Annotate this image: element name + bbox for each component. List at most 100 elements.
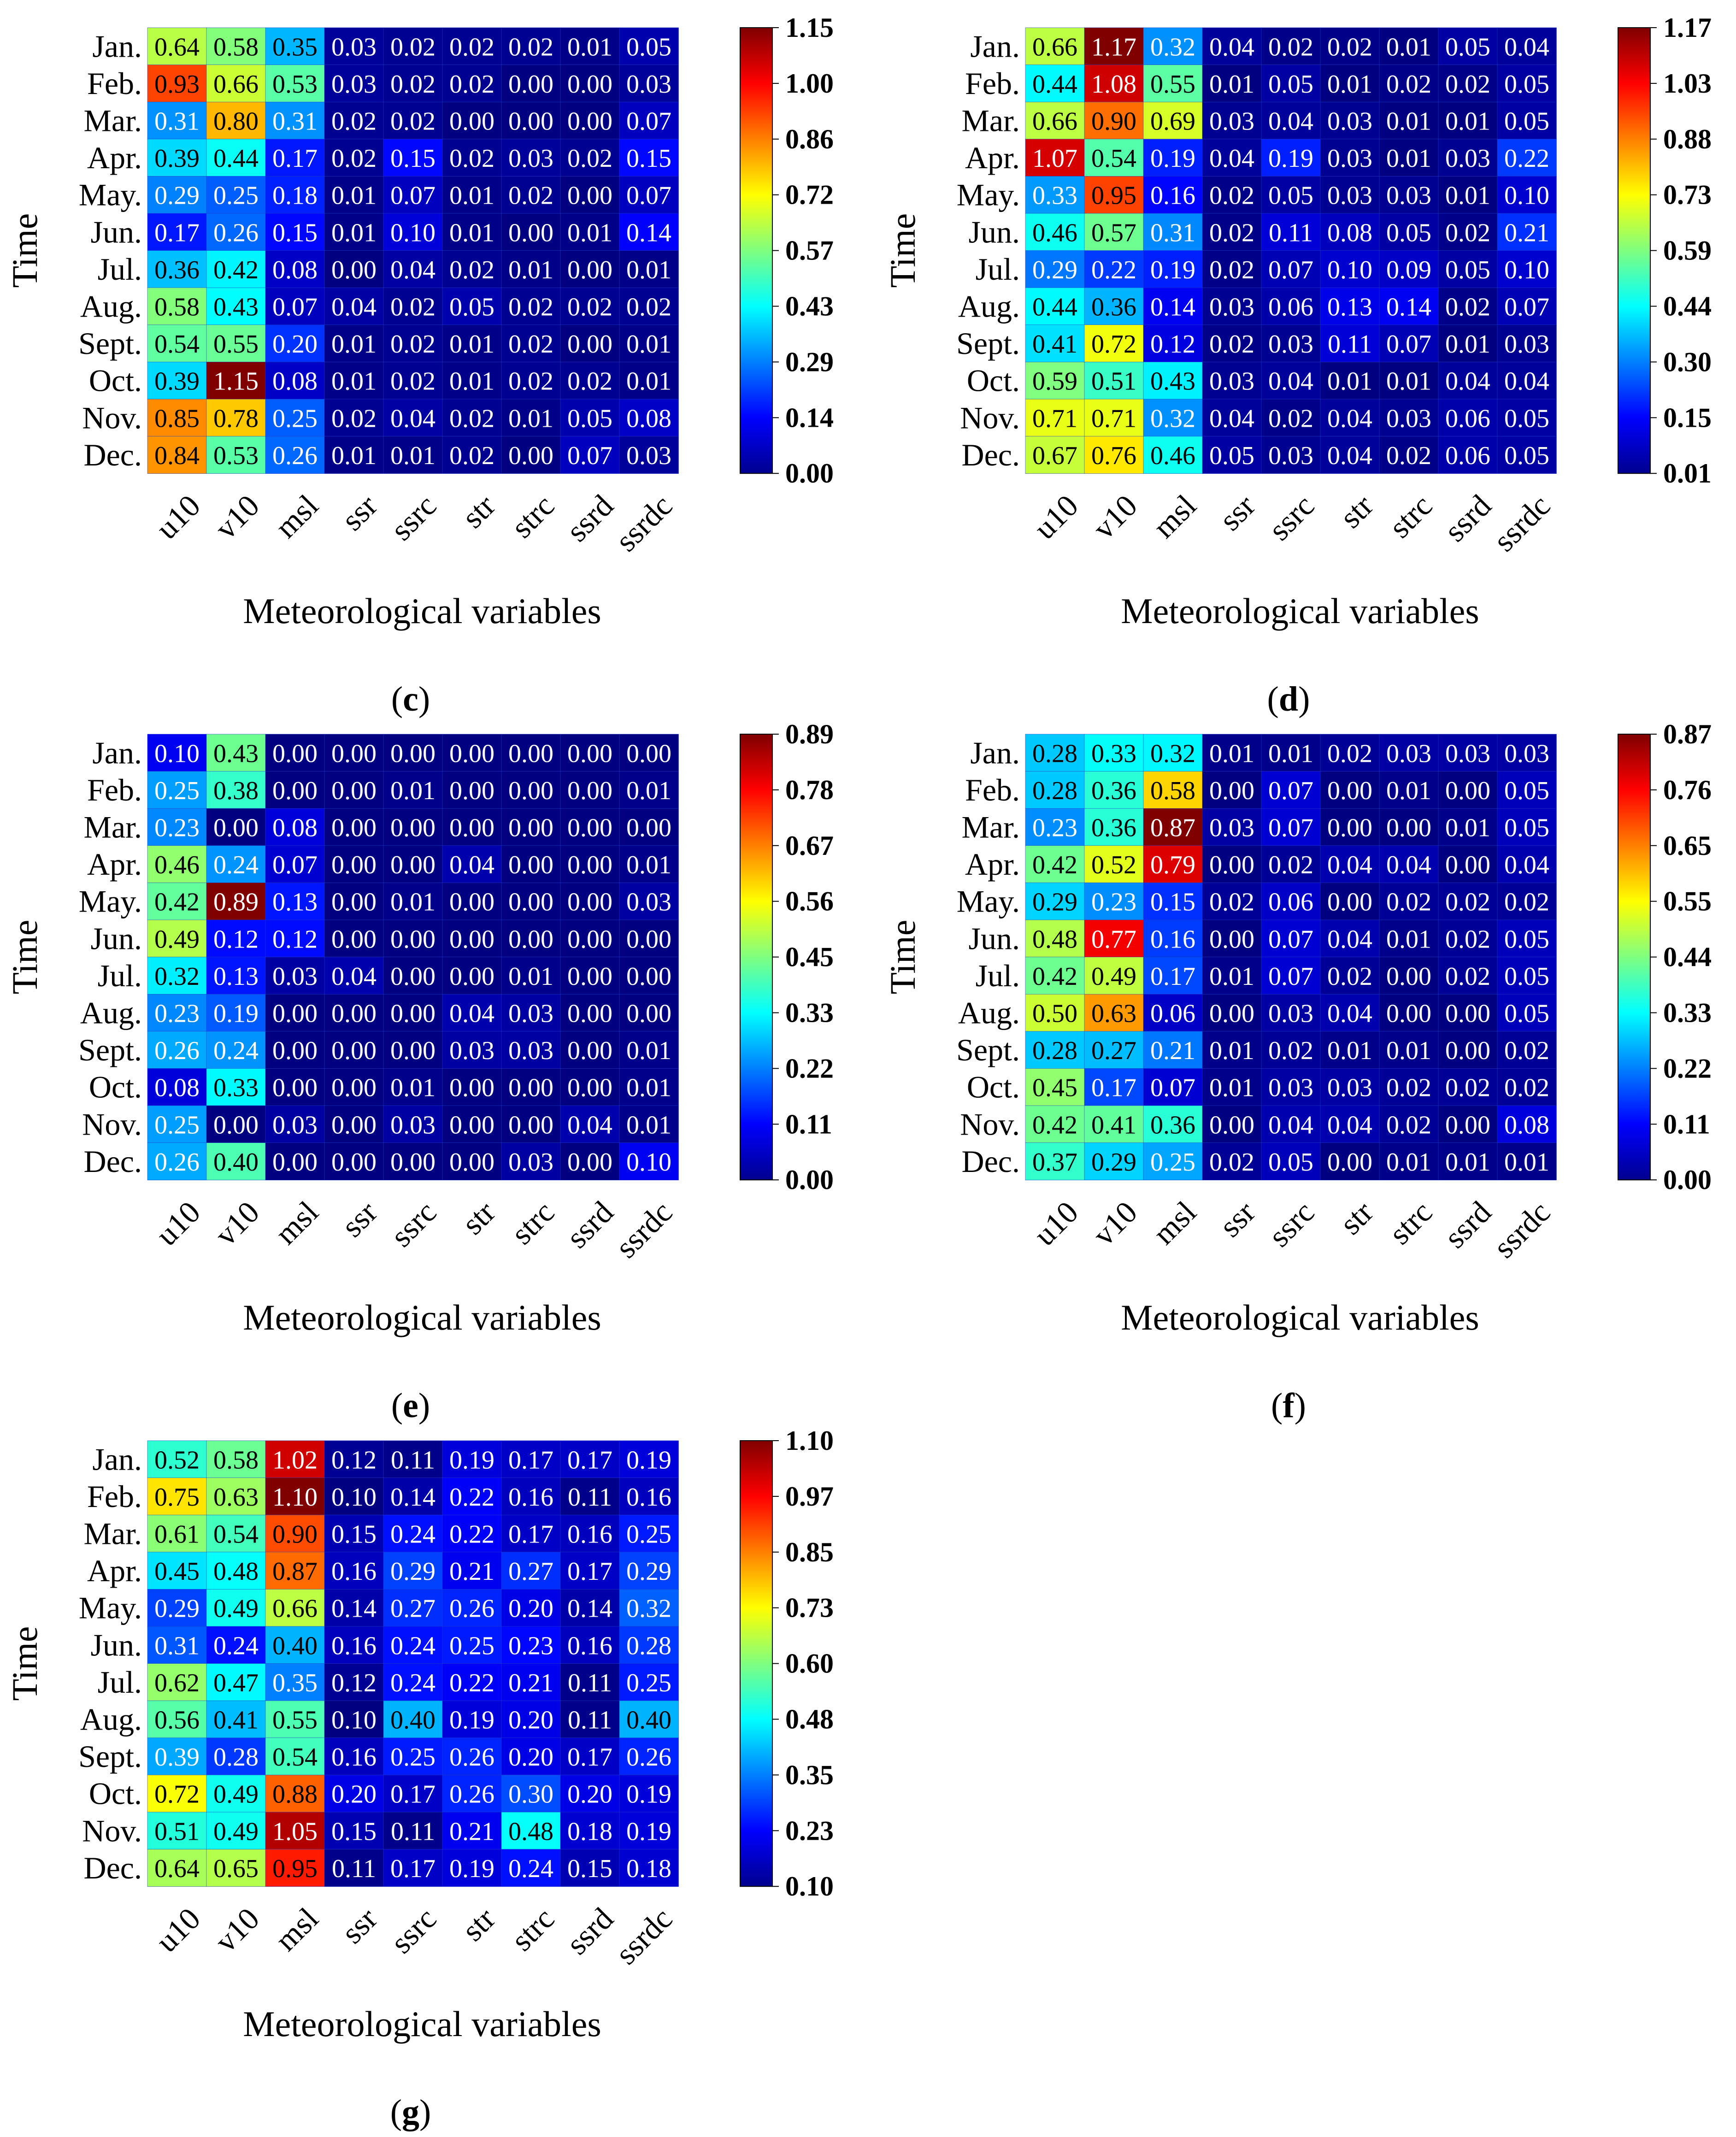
cell-value-label: 0.01 bbox=[508, 404, 553, 433]
heatmap-cell bbox=[206, 1700, 266, 1738]
cell-value-label: 0.55 bbox=[272, 1706, 318, 1735]
heatmap-cell bbox=[619, 1031, 679, 1069]
heatmap-cell bbox=[265, 1775, 325, 1813]
colorbar-tick-label: 0.48 bbox=[785, 1704, 834, 1735]
cell-value-label: 0.18 bbox=[626, 1854, 671, 1883]
colorbar-tick-label: 0.73 bbox=[785, 1593, 834, 1623]
heatmap-cell bbox=[1379, 176, 1439, 214]
heatmap-cell bbox=[324, 1812, 384, 1850]
heatmap-cell bbox=[619, 771, 679, 809]
cell-value-label: 0.14 bbox=[567, 1595, 612, 1623]
cell-value-label: 0.02 bbox=[508, 293, 553, 322]
cell-value-label: 0.10 bbox=[1327, 256, 1372, 284]
cell-value-label: 0.04 bbox=[449, 851, 494, 879]
cell-value-label: 0.00 bbox=[567, 256, 612, 284]
cell-value-label: 0.00 bbox=[508, 777, 553, 805]
heatmap-cell bbox=[147, 324, 207, 363]
cell-value-label: 0.00 bbox=[272, 1074, 318, 1102]
cell-value-label: 0.00 bbox=[1209, 1000, 1254, 1028]
cell-value-label: 0.03 bbox=[1209, 107, 1254, 136]
colorbar-tick-label: 0.56 bbox=[785, 886, 834, 917]
heatmap-cell bbox=[147, 994, 207, 1032]
heatmap-cell bbox=[619, 1737, 679, 1776]
cell-value-label: 0.25 bbox=[154, 777, 200, 805]
x-axis-title: Meteorological variables bbox=[243, 591, 601, 631]
heatmap-cell bbox=[383, 1478, 443, 1516]
heatmap-cell bbox=[265, 101, 325, 140]
cell-value-label: 1.08 bbox=[1091, 70, 1136, 99]
heatmap-cell bbox=[1025, 845, 1085, 883]
cell-value-label: 0.00 bbox=[449, 1074, 494, 1102]
heatmap-cell bbox=[442, 734, 502, 772]
cell-value-label: 0.59 bbox=[1032, 367, 1077, 396]
cell-value-label: 0.40 bbox=[626, 1706, 671, 1735]
heatmap-cell bbox=[324, 734, 384, 772]
panel-c: 0.64 0.58 0.35 0.03 0.02 0.02 0.02 0.01 0.05 0.93… bbox=[5, 12, 834, 718]
cell-value-label: 0.13 bbox=[1327, 293, 1372, 322]
cell-value-label: 0.18 bbox=[272, 182, 318, 210]
x-tick-label: ssrd bbox=[559, 1195, 620, 1255]
heatmap-cell bbox=[324, 324, 384, 363]
x-tick-label: msl bbox=[268, 1901, 325, 1958]
x-tick-label: ssr bbox=[335, 1901, 384, 1950]
cell-value-label: 0.02 bbox=[1209, 256, 1254, 284]
cell-value-label: 1.15 bbox=[213, 367, 259, 396]
heatmap-cell bbox=[619, 1552, 679, 1590]
heatmap-cell bbox=[619, 1849, 679, 1887]
cell-value-label: 0.19 bbox=[626, 1446, 671, 1474]
cell-value-label: 0.00 bbox=[1445, 1000, 1490, 1028]
heatmap-cell bbox=[265, 176, 325, 214]
cell-value-label: 0.00 bbox=[449, 739, 494, 768]
heatmap-cell bbox=[501, 1105, 561, 1143]
heatmap-cell bbox=[1320, 27, 1380, 65]
cell-value-label: 0.01 bbox=[1445, 330, 1490, 359]
cell-value-label: 0.01 bbox=[449, 218, 494, 247]
cell-value-label: 0.54 bbox=[1091, 144, 1136, 173]
cell-value-label: 0.88 bbox=[272, 1780, 318, 1809]
heatmap-cell bbox=[206, 845, 266, 883]
cell-value-label: 0.00 bbox=[449, 1148, 494, 1177]
heatmap-cell bbox=[206, 176, 266, 214]
cell-value-label: 0.00 bbox=[331, 1000, 377, 1028]
cell-value-label: 0.01 bbox=[567, 33, 612, 61]
cell-value-label: 0.00 bbox=[626, 962, 671, 991]
heatmap-cell bbox=[1497, 176, 1557, 214]
x-tick-label: u10 bbox=[149, 488, 207, 546]
cell-value-label: 0.02 bbox=[1445, 888, 1490, 917]
cell-value-label: 0.05 bbox=[1504, 1000, 1549, 1028]
cell-value-label: 0.19 bbox=[449, 1706, 494, 1735]
heatmap-cell bbox=[560, 883, 620, 920]
cell-value-label: 0.03 bbox=[626, 70, 671, 99]
cell-value-label: 0.04 bbox=[1209, 144, 1254, 173]
x-axis-title: Meteorological variables bbox=[243, 1297, 601, 1337]
heatmap-cell bbox=[1320, 324, 1380, 363]
colorbar-tick-label: 0.87 bbox=[1663, 719, 1712, 749]
heatmap-cell bbox=[442, 176, 502, 214]
heatmap-cell bbox=[1143, 734, 1203, 772]
cell-value-label: 0.55 bbox=[1150, 70, 1195, 99]
cell-value-label: 0.01 bbox=[1386, 107, 1431, 136]
cell-value-label: 0.22 bbox=[449, 1669, 494, 1697]
heatmap-cell bbox=[1261, 213, 1321, 251]
heatmap-cell bbox=[206, 1142, 266, 1181]
heatmap-cell bbox=[501, 399, 561, 437]
cell-value-label: 0.16 bbox=[567, 1631, 612, 1660]
cell-value-label: 0.00 bbox=[449, 888, 494, 917]
cell-value-label: 0.05 bbox=[1504, 962, 1549, 991]
cell-value-label: 0.01 bbox=[508, 962, 553, 991]
y-tick-label: Nov. bbox=[82, 1813, 142, 1848]
cell-value-label: 0.05 bbox=[1445, 33, 1490, 61]
cell-value-label: 0.05 bbox=[1209, 442, 1254, 470]
cell-value-label: 0.04 bbox=[1268, 367, 1313, 396]
heatmap-cell bbox=[147, 362, 207, 400]
heatmap-cell bbox=[1320, 250, 1380, 288]
heatmap-cell bbox=[1025, 399, 1085, 437]
x-tick-label: ssrd bbox=[1437, 1195, 1498, 1255]
cell-value-label: 0.03 bbox=[1386, 739, 1431, 768]
heatmap-cell bbox=[1084, 1105, 1144, 1143]
cell-value-label: 0.10 bbox=[331, 1483, 377, 1512]
heatmap-cell bbox=[560, 1514, 620, 1553]
heatmap-cell bbox=[619, 957, 679, 995]
cell-value-label: 0.07 bbox=[1268, 256, 1313, 284]
x-tick-label: ssrdc bbox=[609, 488, 679, 559]
